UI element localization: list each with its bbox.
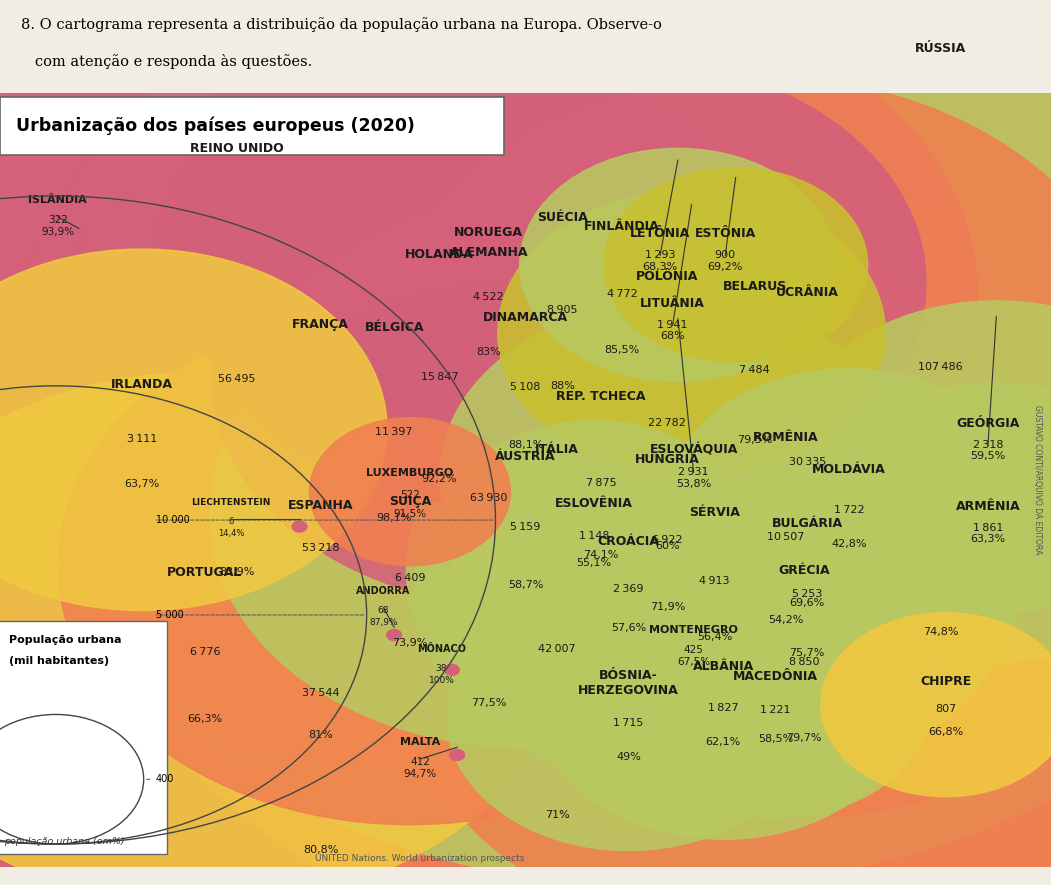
Text: 87,9%: 87,9%: [369, 618, 398, 627]
Text: 83,9%: 83,9%: [219, 566, 254, 577]
Text: 77,5%: 77,5%: [471, 697, 507, 708]
Text: 42 007: 42 007: [538, 643, 576, 654]
Text: ALEMANHA: ALEMANHA: [450, 245, 528, 258]
Text: BÉLGICA: BÉLGICA: [365, 321, 424, 335]
Text: 15 847: 15 847: [420, 372, 458, 381]
Text: 85,5%: 85,5%: [604, 345, 640, 355]
Circle shape: [439, 301, 916, 651]
Circle shape: [309, 418, 511, 566]
Text: 4 522: 4 522: [473, 292, 504, 303]
Text: PORTUGAL: PORTUGAL: [167, 566, 243, 579]
Text: 73,9%: 73,9%: [392, 638, 428, 648]
Text: 322: 322: [48, 215, 67, 226]
Text: REINO UNIDO: REINO UNIDO: [189, 142, 284, 155]
Text: população urbana (em%): população urbana (em%): [4, 836, 125, 846]
Text: 1 293: 1 293: [644, 250, 676, 260]
Text: FINLÂNDIA: FINLÂNDIA: [584, 220, 660, 233]
Text: 2 369: 2 369: [613, 584, 644, 594]
Text: 425: 425: [684, 645, 703, 655]
Circle shape: [0, 35, 1051, 885]
Text: Urbanização dos países europeus (2020): Urbanização dos países europeus (2020): [16, 116, 415, 135]
Text: 69,2%: 69,2%: [707, 262, 743, 272]
Text: 68%: 68%: [660, 331, 685, 342]
Text: População urbana: População urbana: [9, 635, 122, 645]
Circle shape: [0, 249, 387, 611]
Text: 56,4%: 56,4%: [697, 632, 733, 643]
Text: ARMÊNIA: ARMÊNIA: [955, 500, 1021, 512]
Text: UNITED Nations. World urbanization prospects: UNITED Nations. World urbanization prosp…: [315, 854, 524, 863]
Circle shape: [211, 144, 840, 607]
Circle shape: [603, 167, 868, 362]
Text: CHIPRE: CHIPRE: [921, 675, 971, 689]
Text: LETÔNIA: LETÔNIA: [630, 227, 691, 240]
Text: LUXEMBURGO: LUXEMBURGO: [366, 468, 454, 478]
Circle shape: [374, 76, 1051, 636]
Text: 68,3%: 68,3%: [642, 262, 678, 272]
Text: 42,8%: 42,8%: [831, 539, 867, 549]
Text: ESLOVÊNIA: ESLOVÊNIA: [555, 496, 633, 510]
Text: 63 930: 63 930: [470, 493, 508, 503]
Circle shape: [0, 0, 993, 764]
Text: LIECHTENSTEIN: LIECHTENSTEIN: [191, 498, 271, 507]
Text: 75,7%: 75,7%: [789, 648, 825, 658]
Circle shape: [785, 301, 1051, 613]
Text: 900: 900: [715, 250, 736, 260]
Circle shape: [58, 306, 762, 825]
Circle shape: [0, 373, 566, 885]
Text: ALBÂNIA: ALBÂNIA: [693, 659, 754, 673]
Text: 98,1%: 98,1%: [376, 513, 412, 523]
Circle shape: [686, 637, 701, 648]
Text: 1 148: 1 148: [578, 531, 610, 541]
Text: 53,8%: 53,8%: [676, 479, 712, 489]
Circle shape: [445, 665, 459, 675]
Text: ISLÂNDIA: ISLÂNDIA: [28, 196, 87, 205]
Text: MALTA: MALTA: [400, 737, 440, 747]
Text: 80,8%: 80,8%: [303, 845, 338, 856]
Text: 66,8%: 66,8%: [928, 727, 964, 737]
Text: 522: 522: [400, 490, 419, 500]
Text: 11 397: 11 397: [375, 427, 413, 436]
Text: REP. TCHECA: REP. TCHECA: [556, 390, 646, 403]
Text: 88,1%: 88,1%: [508, 440, 543, 450]
Circle shape: [71, 231, 86, 242]
Circle shape: [447, 582, 810, 850]
Text: BULGÁRIA: BULGÁRIA: [771, 517, 843, 530]
Circle shape: [387, 629, 401, 641]
Text: 74,1%: 74,1%: [583, 550, 619, 559]
Circle shape: [3, 0, 1051, 885]
Text: 81%: 81%: [308, 730, 333, 741]
Text: com atenção e responda às questões.: com atenção e responda às questões.: [21, 54, 312, 69]
Text: 4 772: 4 772: [606, 289, 638, 299]
Text: 5 253: 5 253: [792, 589, 822, 599]
Circle shape: [450, 750, 465, 760]
Text: ESTÔNIA: ESTÔNIA: [695, 227, 756, 240]
Text: 5 159: 5 159: [511, 521, 540, 532]
Text: 400: 400: [156, 774, 173, 784]
Circle shape: [622, 591, 929, 818]
Text: 107 486: 107 486: [919, 362, 963, 372]
Text: 71%: 71%: [544, 810, 570, 820]
Text: MONTENEGRO: MONTENEGRO: [650, 625, 738, 635]
Text: 67,5%: 67,5%: [677, 657, 710, 666]
Circle shape: [335, 189, 1051, 852]
Text: 93,9%: 93,9%: [41, 227, 75, 237]
Text: 69,6%: 69,6%: [789, 598, 825, 608]
FancyBboxPatch shape: [0, 96, 504, 155]
Text: RÚSSIA: RÚSSIA: [915, 42, 966, 55]
Text: UCRÂNIA: UCRÂNIA: [776, 286, 839, 299]
Text: 1 861: 1 861: [973, 523, 1003, 533]
Text: 5 000: 5 000: [156, 610, 183, 620]
Text: 6 776: 6 776: [189, 647, 221, 658]
Text: MACEDÔNIA: MACEDÔNIA: [734, 670, 818, 683]
Text: 3 111: 3 111: [127, 434, 157, 443]
Text: 8. O cartograma representa a distribuição da população urbana na Europa. Observe: 8. O cartograma representa a distribuiçã…: [21, 17, 662, 32]
Text: ITÁLIA: ITÁLIA: [535, 443, 579, 456]
Text: BÓSNIA-
HERZEGOVINA: BÓSNIA- HERZEGOVINA: [578, 669, 679, 696]
Text: 74,8%: 74,8%: [923, 627, 959, 637]
Text: GEÓRGIA: GEÓRGIA: [956, 417, 1019, 430]
Text: DINAMARCA: DINAMARCA: [483, 312, 568, 324]
Text: 10 000: 10 000: [156, 515, 189, 525]
Text: 37 544: 37 544: [302, 689, 339, 698]
